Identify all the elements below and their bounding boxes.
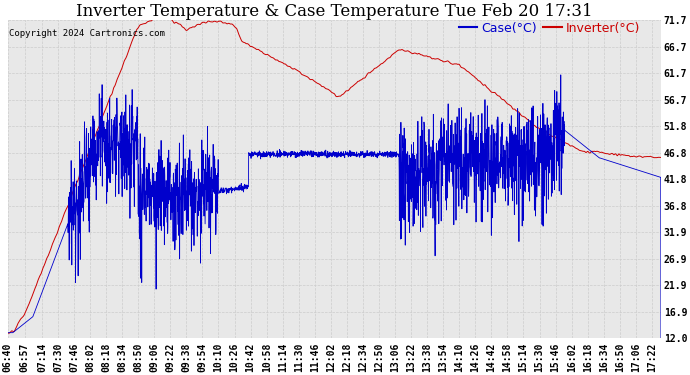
Title: Inverter Temperature & Case Temperature Tue Feb 20 17:31: Inverter Temperature & Case Temperature … bbox=[76, 3, 593, 20]
Legend: Case(°C), Inverter(°C): Case(°C), Inverter(°C) bbox=[453, 16, 645, 40]
Text: Copyright 2024 Cartronics.com: Copyright 2024 Cartronics.com bbox=[9, 30, 165, 39]
